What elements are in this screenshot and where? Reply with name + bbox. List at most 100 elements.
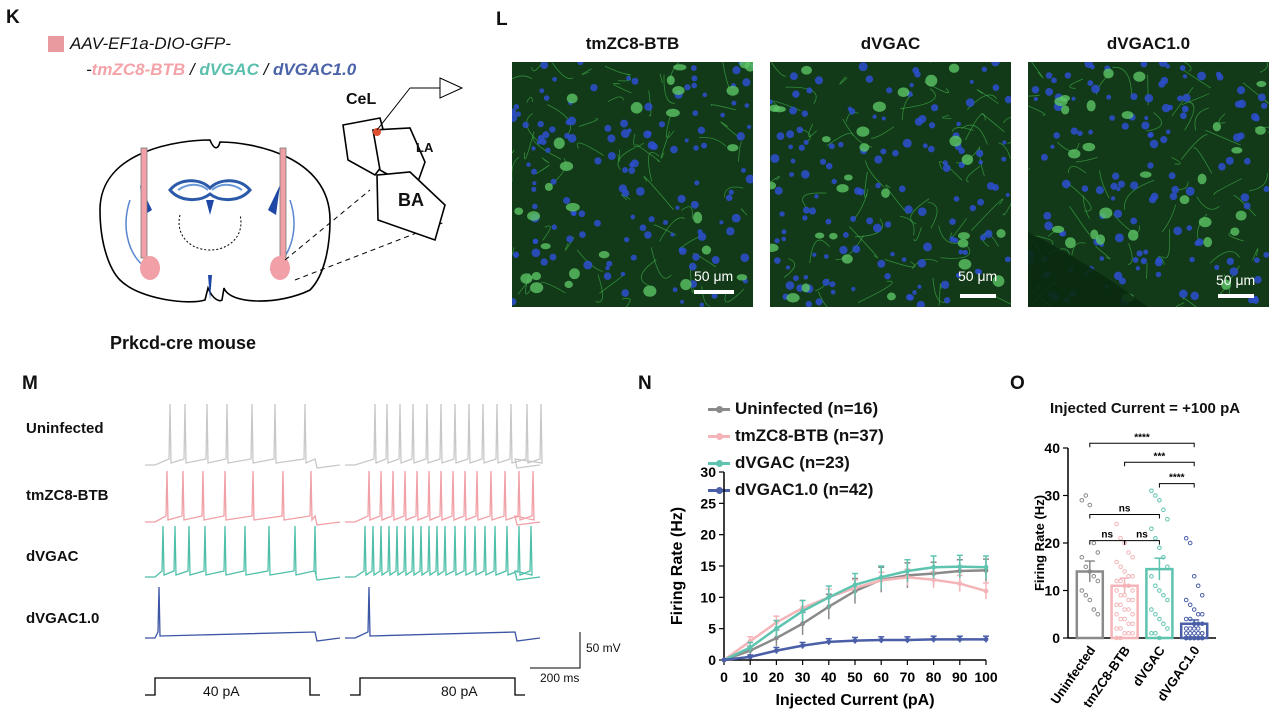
- significance-bracket: [1158, 483, 1195, 488]
- significance-bracket: [1089, 514, 1160, 519]
- y-tick-label: 10: [700, 589, 716, 605]
- data-point: [1157, 635, 1162, 641]
- x-tick-label: 70: [900, 669, 916, 685]
- data-point: [774, 635, 779, 641]
- micrograph-tmzc8: 50 μm: [512, 62, 753, 307]
- region-la: LA: [416, 140, 434, 155]
- data-point: [1183, 597, 1189, 603]
- data-point: [1118, 535, 1123, 541]
- voltage-trace: [345, 470, 541, 526]
- data-point: [1130, 554, 1135, 560]
- data-point: [1199, 592, 1205, 598]
- data-point: [1199, 630, 1205, 636]
- y-tick-label: 10: [1044, 583, 1060, 599]
- virus-dvgac1: dVGAC1.0: [273, 60, 357, 79]
- data-point: [1118, 626, 1123, 631]
- significance-bracket: [1089, 442, 1195, 448]
- data-point: [1191, 573, 1197, 579]
- scale-bar: [960, 294, 996, 298]
- data-point: [1153, 493, 1158, 498]
- panel-label-k: K: [6, 7, 20, 28]
- data-point: [852, 582, 858, 588]
- brain-outline: [99, 139, 331, 303]
- region-ba: BA: [398, 190, 424, 210]
- cell-overlay: [770, 62, 1011, 307]
- data-point: [1114, 578, 1119, 584]
- data-point: [1122, 592, 1127, 598]
- y-axis-label: Firing Rate (Hz): [669, 507, 686, 625]
- data-point: [1118, 602, 1123, 608]
- y-tick-label: 15: [700, 558, 716, 574]
- data-point: [1079, 588, 1085, 593]
- data-point: [1153, 535, 1158, 541]
- voltage-trace: [145, 525, 341, 581]
- y-tick-label: 5: [708, 621, 716, 637]
- current-step: [350, 677, 525, 696]
- micrograph-dvgac: 50 μm: [770, 62, 1011, 307]
- scale-label: 50 μm: [958, 268, 998, 284]
- x-tick-label: 10: [742, 669, 758, 685]
- x-tick-label: 40: [821, 669, 837, 685]
- data-point: [1187, 635, 1193, 641]
- micrograph-dvgac1: 50 μm: [1028, 62, 1269, 307]
- x-tick-label: 20: [769, 669, 785, 685]
- data-point: [1161, 507, 1166, 513]
- data-point: [1079, 497, 1085, 503]
- data-point: [1095, 550, 1101, 555]
- data-point: [747, 645, 753, 650]
- x-tick-label: 60: [873, 669, 889, 685]
- data-point: [1091, 573, 1097, 579]
- data-point: [957, 636, 963, 642]
- y-tick-label: 40: [1044, 440, 1060, 456]
- y-tick-label: 25: [700, 495, 716, 511]
- significance-label: ****: [1169, 473, 1185, 484]
- data-point: [1091, 607, 1097, 612]
- x-tick-label: 90: [952, 669, 968, 685]
- data-point: [1126, 583, 1131, 589]
- data-point: [1118, 578, 1123, 584]
- chart-o-title: Injected Current = +100 pA: [1050, 400, 1241, 417]
- virus-tmzc8: tmZC8-BTB: [91, 60, 186, 79]
- data-point: [1130, 611, 1135, 617]
- significance-label: ns: [1101, 530, 1113, 541]
- legend-entry: dVGAC (n=23): [735, 453, 850, 472]
- step-label-80: 80 pA: [441, 683, 478, 699]
- data-point: [1157, 588, 1162, 593]
- data-point: [983, 564, 989, 570]
- data-point: [983, 636, 989, 642]
- data-point: [1199, 611, 1205, 617]
- data-point: [1153, 630, 1158, 636]
- data-point: [931, 636, 936, 642]
- data-point: [957, 581, 963, 586]
- data-point: [1183, 535, 1189, 541]
- y-tick-label: 0: [708, 652, 716, 668]
- data-point: [1195, 583, 1201, 589]
- data-point: [1130, 588, 1135, 593]
- y-axis-label: Firing Rate (Hz): [1032, 495, 1047, 591]
- data-point: [878, 574, 884, 580]
- scale-bar: [1218, 294, 1254, 298]
- chart-n: 0 5 10 15 20 25 30 0 10 20 30 40 50 60 70 80 90 100 Inject…: [669, 464, 998, 709]
- data-point: [1114, 559, 1119, 565]
- data-point: [1165, 516, 1170, 522]
- data-point: [1187, 602, 1193, 608]
- legend-marker: [716, 406, 723, 413]
- significance-label: ns: [1136, 530, 1148, 541]
- data-point: [1091, 540, 1097, 546]
- virus-dvgac: dVGAC: [199, 60, 259, 79]
- data-point: [957, 564, 963, 570]
- data-point: [1157, 497, 1162, 503]
- scale-bar-mv: [530, 632, 581, 669]
- data-point: [1083, 493, 1089, 498]
- data-point: [1130, 597, 1135, 603]
- cell-overlay: [512, 62, 753, 307]
- x-tick-label: 80: [926, 669, 942, 685]
- significance-label: ****: [1134, 432, 1150, 443]
- data-point: [774, 648, 779, 653]
- data-point: [1161, 554, 1166, 560]
- voltage-trace: [145, 403, 341, 469]
- data-point: [800, 608, 805, 614]
- virus-construct-line2: -tmZC8-BTB / dVGAC / dVGAC1.0: [86, 60, 356, 80]
- voltage-trace: [345, 586, 541, 642]
